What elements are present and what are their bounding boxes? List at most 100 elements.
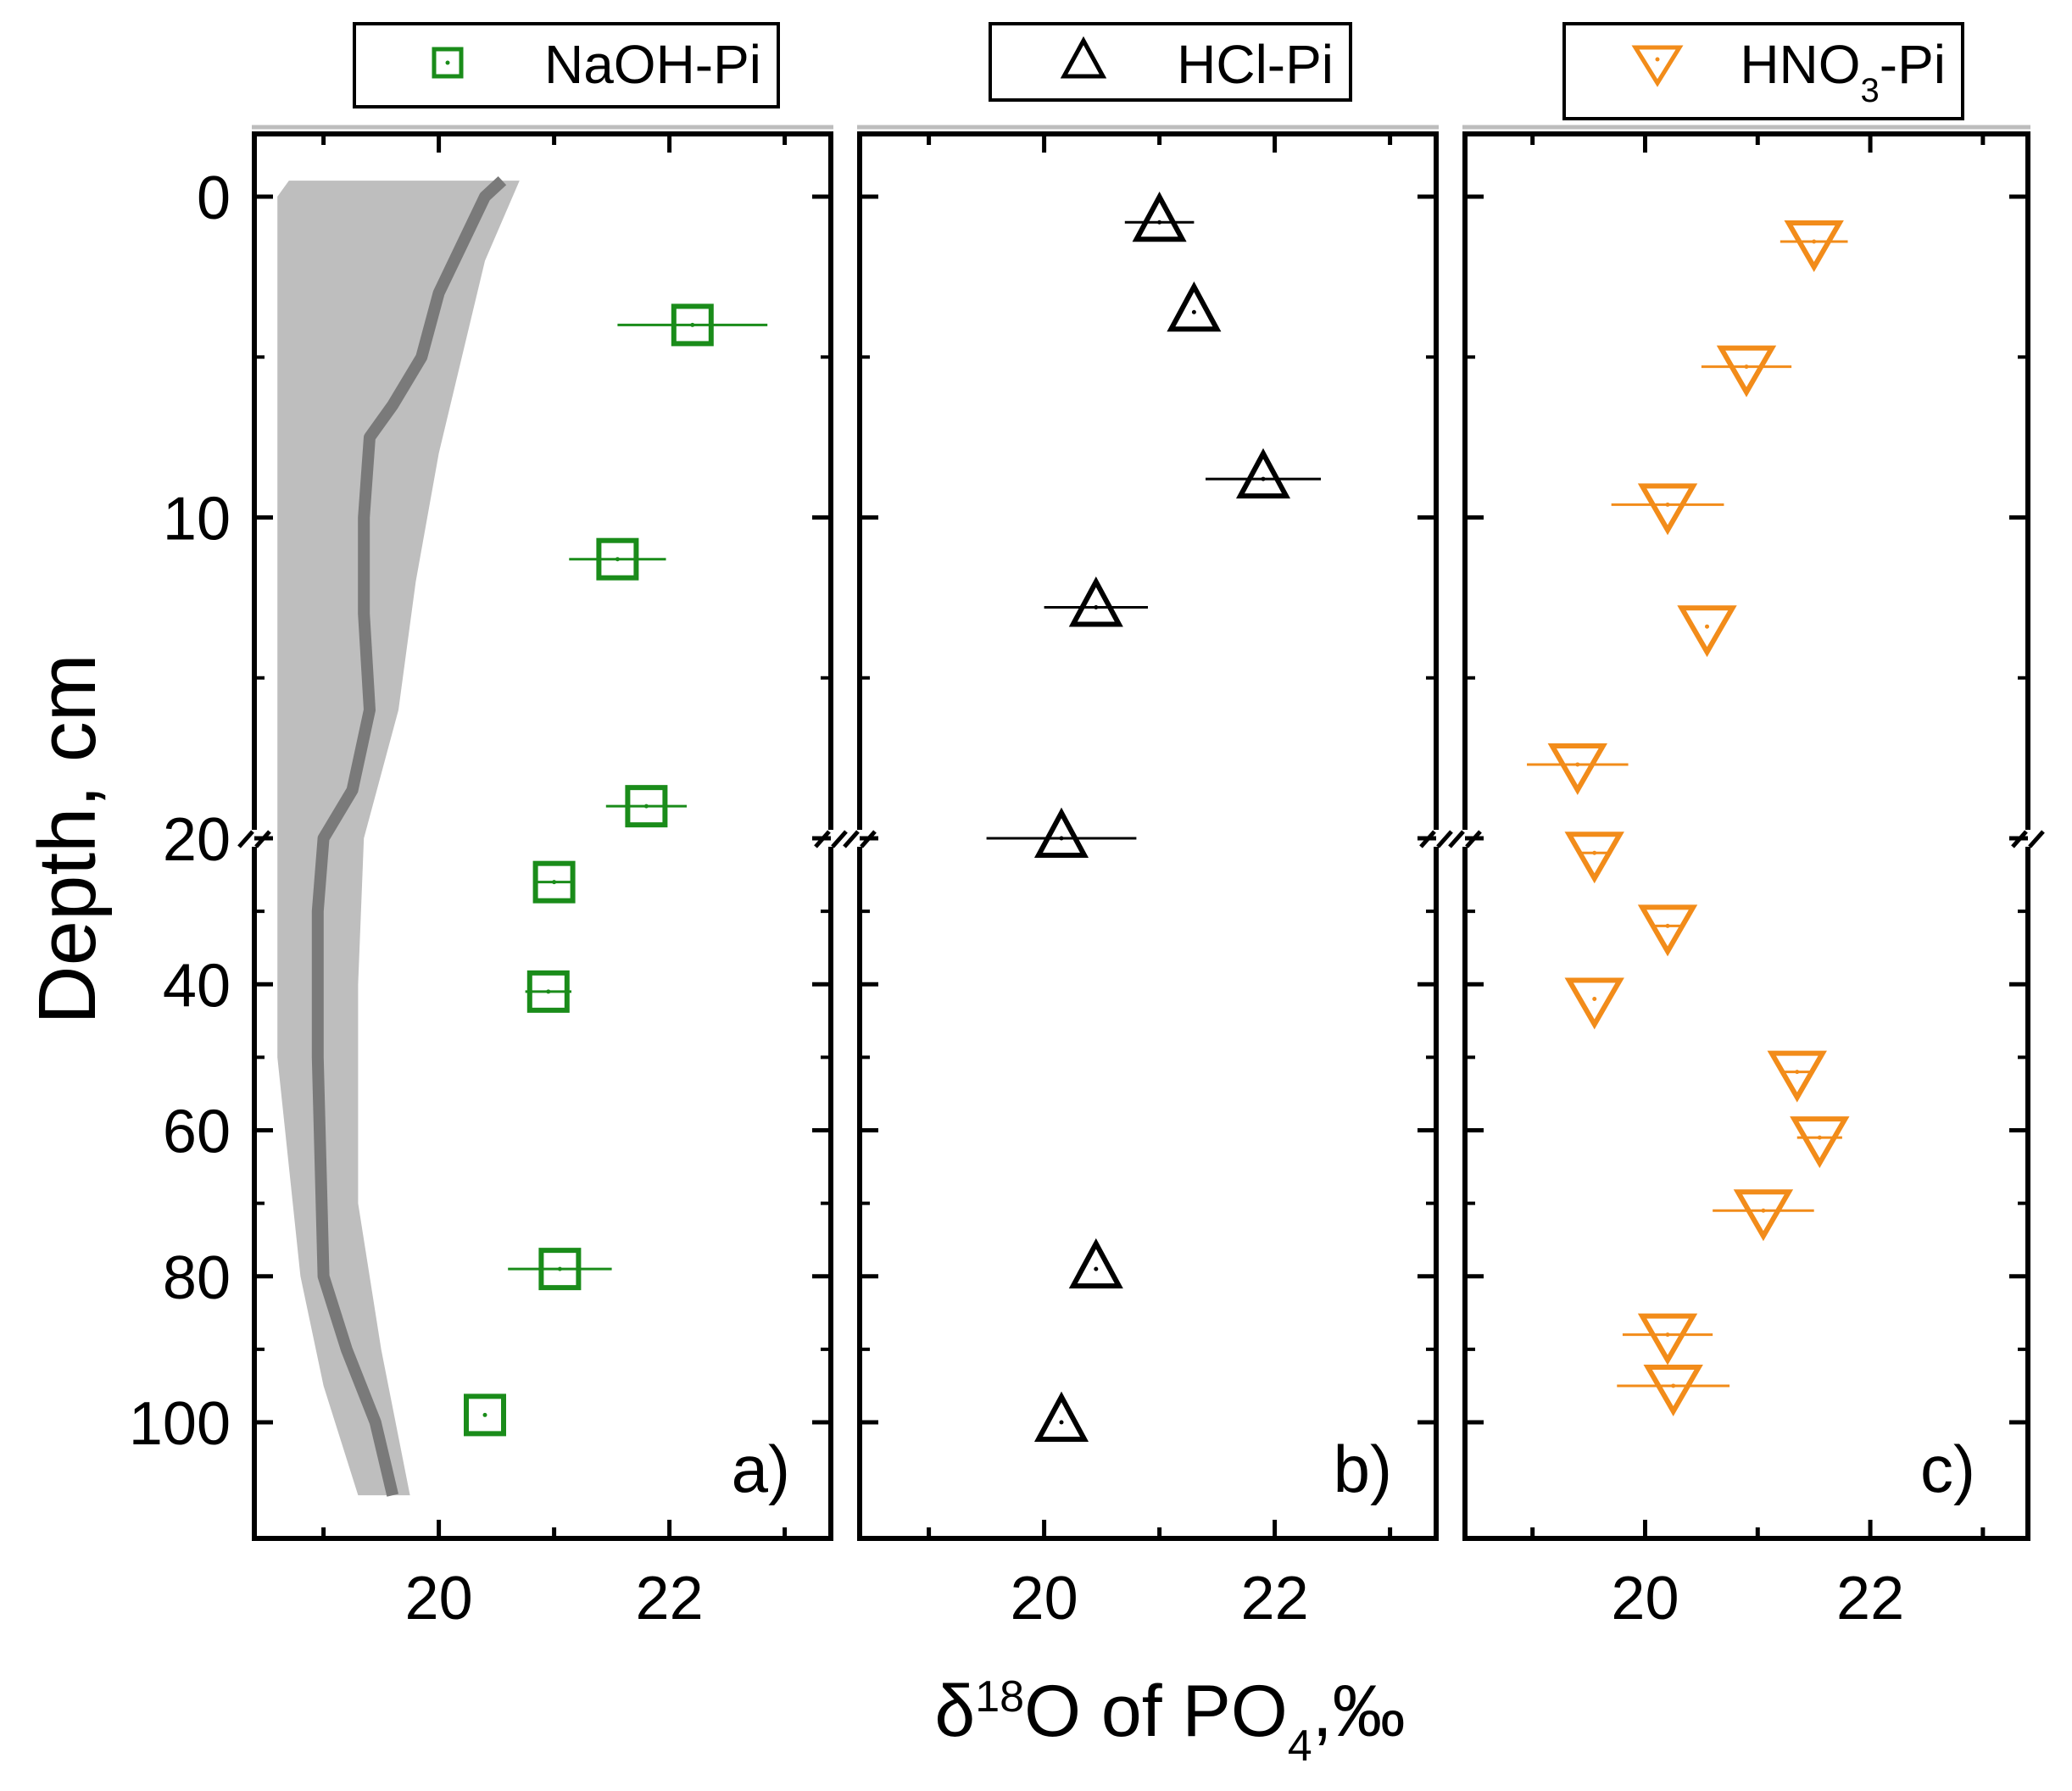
marker-triangle-down xyxy=(1637,483,1698,536)
marker-triangle-down xyxy=(1677,605,1737,658)
data-point xyxy=(1780,220,1848,272)
marker-triangle-up xyxy=(1033,1391,1089,1442)
legend-marker-dot xyxy=(445,60,450,65)
marker-triangle-down xyxy=(1637,904,1698,957)
model-line xyxy=(311,175,507,1497)
panel-label: b) xyxy=(1334,1432,1392,1506)
marker-center-dot xyxy=(1761,1208,1766,1213)
uncertainty-band xyxy=(277,181,520,1496)
x-label-delta: δ xyxy=(934,1671,975,1752)
marker-square xyxy=(596,537,639,581)
data-point xyxy=(1701,345,1792,398)
legend-box xyxy=(353,22,780,108)
marker-center-dot xyxy=(1157,220,1162,225)
x-label-tail: ,‰ xyxy=(1312,1671,1406,1752)
y-tick-label: 60 xyxy=(163,1099,231,1166)
marker-center-dot xyxy=(1665,502,1670,507)
panel-frame xyxy=(857,131,1439,1541)
x-tick-label: 22 xyxy=(636,1565,704,1632)
legend-box xyxy=(1562,22,1964,120)
marker-center-dot xyxy=(1261,476,1266,481)
legend-c: HNO3-Pi xyxy=(1562,22,1964,120)
marker-center-dot xyxy=(1817,1135,1822,1140)
marker-triangle-down xyxy=(1733,1189,1794,1242)
data-point xyxy=(1637,904,1698,957)
marker-center-dot xyxy=(552,880,557,885)
marker-triangle-down xyxy=(1547,743,1607,795)
marker-center-dot xyxy=(482,1412,487,1417)
y-axis-label: Depth, cm xyxy=(22,654,113,1024)
legend-label: HNO3-Pi xyxy=(1740,34,1946,109)
marker-triangle-up xyxy=(1068,1238,1123,1289)
y-tick-label: 100 xyxy=(129,1390,231,1458)
marker-center-dot xyxy=(557,1266,562,1271)
y-tick-label: 10 xyxy=(163,486,231,553)
legend-marker-dot xyxy=(1655,57,1660,62)
marker-center-dot xyxy=(1094,1266,1099,1271)
y-tick-label: 0 xyxy=(197,164,231,232)
panel-frame xyxy=(1462,131,2030,1541)
data-point xyxy=(1617,1364,1730,1416)
data-point xyxy=(569,537,666,581)
marker-center-dot xyxy=(1094,604,1099,609)
marker-center-dot xyxy=(1592,996,1597,1001)
x-tick-label: 22 xyxy=(1241,1565,1309,1632)
y-tick-label: 80 xyxy=(163,1244,231,1312)
data-point xyxy=(1206,448,1321,499)
marker-square xyxy=(625,785,668,828)
marker-center-dot xyxy=(643,804,649,809)
x-label-sup: 18 xyxy=(975,1672,1024,1721)
marker-center-dot xyxy=(1059,1420,1064,1425)
data-point xyxy=(1564,832,1624,884)
legend-label: NaOH-Pi xyxy=(544,34,761,95)
marker-center-dot xyxy=(1575,762,1580,767)
y-tick-label: 20 xyxy=(163,806,231,874)
data-point xyxy=(986,807,1137,858)
marker-triangle-up xyxy=(1033,807,1089,858)
x-tick-label: 20 xyxy=(1011,1565,1078,1632)
legend-b: HCl-Pi xyxy=(989,22,1352,102)
legend-label-sub: 3 xyxy=(1861,72,1880,109)
data-point xyxy=(1767,1050,1827,1103)
data-point xyxy=(1790,1116,1850,1169)
marker-center-dot xyxy=(1059,836,1064,841)
marker-triangle-down xyxy=(1716,345,1777,398)
data-point xyxy=(1622,1313,1713,1365)
marker-triangle-down xyxy=(1784,220,1844,272)
axis-break-mark xyxy=(2028,830,2045,848)
panel-label: a) xyxy=(732,1432,790,1506)
legend-marker-triangle-down xyxy=(1631,45,1684,87)
marker-triangle-up xyxy=(1132,191,1187,242)
marker-square xyxy=(671,303,714,347)
data-point xyxy=(532,860,576,904)
data-point xyxy=(1068,1238,1123,1289)
marker-center-dot xyxy=(1705,624,1710,629)
marker-center-dot xyxy=(1592,850,1597,855)
data-point xyxy=(1044,576,1148,627)
legend-marker-square xyxy=(432,47,464,79)
data-point xyxy=(525,970,571,1013)
marker-square xyxy=(464,1393,506,1437)
marker-center-dot xyxy=(1744,364,1749,370)
axis-break-mark xyxy=(1436,830,1453,848)
data-point xyxy=(617,303,768,347)
marker-center-dot xyxy=(1671,1383,1676,1388)
data-point xyxy=(1527,743,1629,795)
marker-square xyxy=(526,970,570,1013)
marker-triangle-down xyxy=(1643,1364,1703,1416)
data-point xyxy=(464,1393,506,1437)
marker-center-dot xyxy=(1812,239,1817,244)
x-tick-label: 22 xyxy=(1836,1565,1904,1632)
marker-center-dot xyxy=(546,989,551,994)
marker-center-dot xyxy=(1795,1070,1800,1075)
data-point xyxy=(1033,1391,1089,1442)
legend-label: HCl-Pi xyxy=(1177,34,1334,95)
marker-triangle-down xyxy=(1564,832,1624,884)
panel-label: c) xyxy=(1920,1432,1975,1506)
x-tick-label: 20 xyxy=(1611,1565,1679,1632)
data-point xyxy=(1677,605,1737,658)
legend-label-tail: -Pi xyxy=(1880,34,1946,95)
axis-break-mark xyxy=(843,830,860,848)
